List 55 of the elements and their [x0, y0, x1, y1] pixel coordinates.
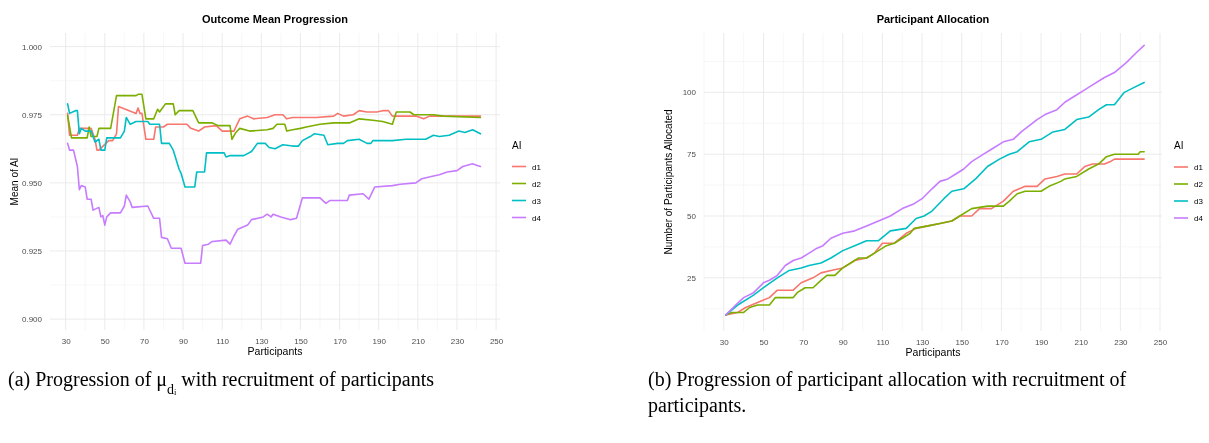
- x-tick-label: 250: [489, 336, 504, 346]
- x-tick-label: 210: [1074, 337, 1089, 347]
- x-tick-label: 130: [255, 336, 270, 346]
- y-tick-label: 50: [687, 212, 697, 222]
- legend-label: d1: [1194, 163, 1204, 172]
- y-tick-label: 0.975: [21, 110, 43, 120]
- x-tick-label: 30: [719, 337, 730, 347]
- x-tick-label: 110: [876, 337, 890, 347]
- text: (a) Progression of μ$_{dᵢ}$ with recruitment of participants: [8, 368, 435, 397]
- x-axis-title: Participants: [247, 345, 303, 357]
- legend-label: d2: [1194, 180, 1204, 189]
- legend-label: d2: [532, 179, 542, 189]
- line-series: [66, 142, 482, 265]
- x-tick-label: 190: [372, 336, 387, 346]
- x-tick-label: 210: [411, 336, 426, 346]
- legend-label: d4: [1194, 214, 1204, 223]
- x-tick-label: 190: [1034, 337, 1049, 347]
- x-tick-label: 250: [1153, 337, 1168, 347]
- y-tick-label: 75: [687, 150, 697, 160]
- y-tick-label: 100: [682, 88, 697, 98]
- y-tick-label: 25: [687, 273, 697, 283]
- x-axis-title: Participants: [905, 346, 961, 358]
- x-tick-label: 50: [759, 337, 769, 347]
- x-tick-label: 70: [139, 336, 150, 346]
- y-tick-label: 0.900: [21, 315, 43, 325]
- legend-label: d3: [532, 196, 542, 206]
- y-tick-label: 0.925: [21, 247, 43, 257]
- x-tick-label: 30: [61, 336, 72, 346]
- line-series: [66, 103, 482, 188]
- line-series: [66, 93, 482, 141]
- legend-label: d3: [1194, 197, 1204, 206]
- chart-title: Participant Allocation: [876, 13, 990, 25]
- x-tick-label: 230: [1114, 337, 1129, 347]
- y-axis-title: Number of Participants Allocated: [663, 109, 674, 255]
- text: (b) Progression of participant allocation with recruitment of participants.: [648, 368, 1127, 417]
- x-tick-label: 50: [100, 336, 111, 346]
- x-tick-label: 150: [294, 336, 309, 346]
- x-tick-label: 170: [995, 337, 1010, 347]
- y-axis-title: Mean of AI: [9, 157, 20, 206]
- y-tick-label: 1.000: [21, 42, 43, 52]
- chart-title: Outcome Mean Progression: [201, 13, 349, 25]
- legend-title: AI: [1174, 140, 1184, 151]
- x-tick-label: 230: [450, 336, 465, 346]
- x-tick-label: 110: [216, 336, 230, 346]
- line-series: [66, 105, 482, 151]
- legend-label: d4: [532, 213, 542, 223]
- x-tick-label: 170: [333, 336, 348, 346]
- x-tick-label: 150: [955, 337, 970, 347]
- x-tick-label: 90: [838, 337, 849, 347]
- y-tick-label: 0.950: [21, 178, 43, 188]
- x-tick-label: 90: [179, 336, 189, 346]
- legend-label: d1: [532, 162, 542, 172]
- legend-title: AI: [512, 139, 522, 151]
- x-tick-label: 130: [915, 337, 930, 347]
- x-tick-label: 70: [799, 337, 809, 347]
